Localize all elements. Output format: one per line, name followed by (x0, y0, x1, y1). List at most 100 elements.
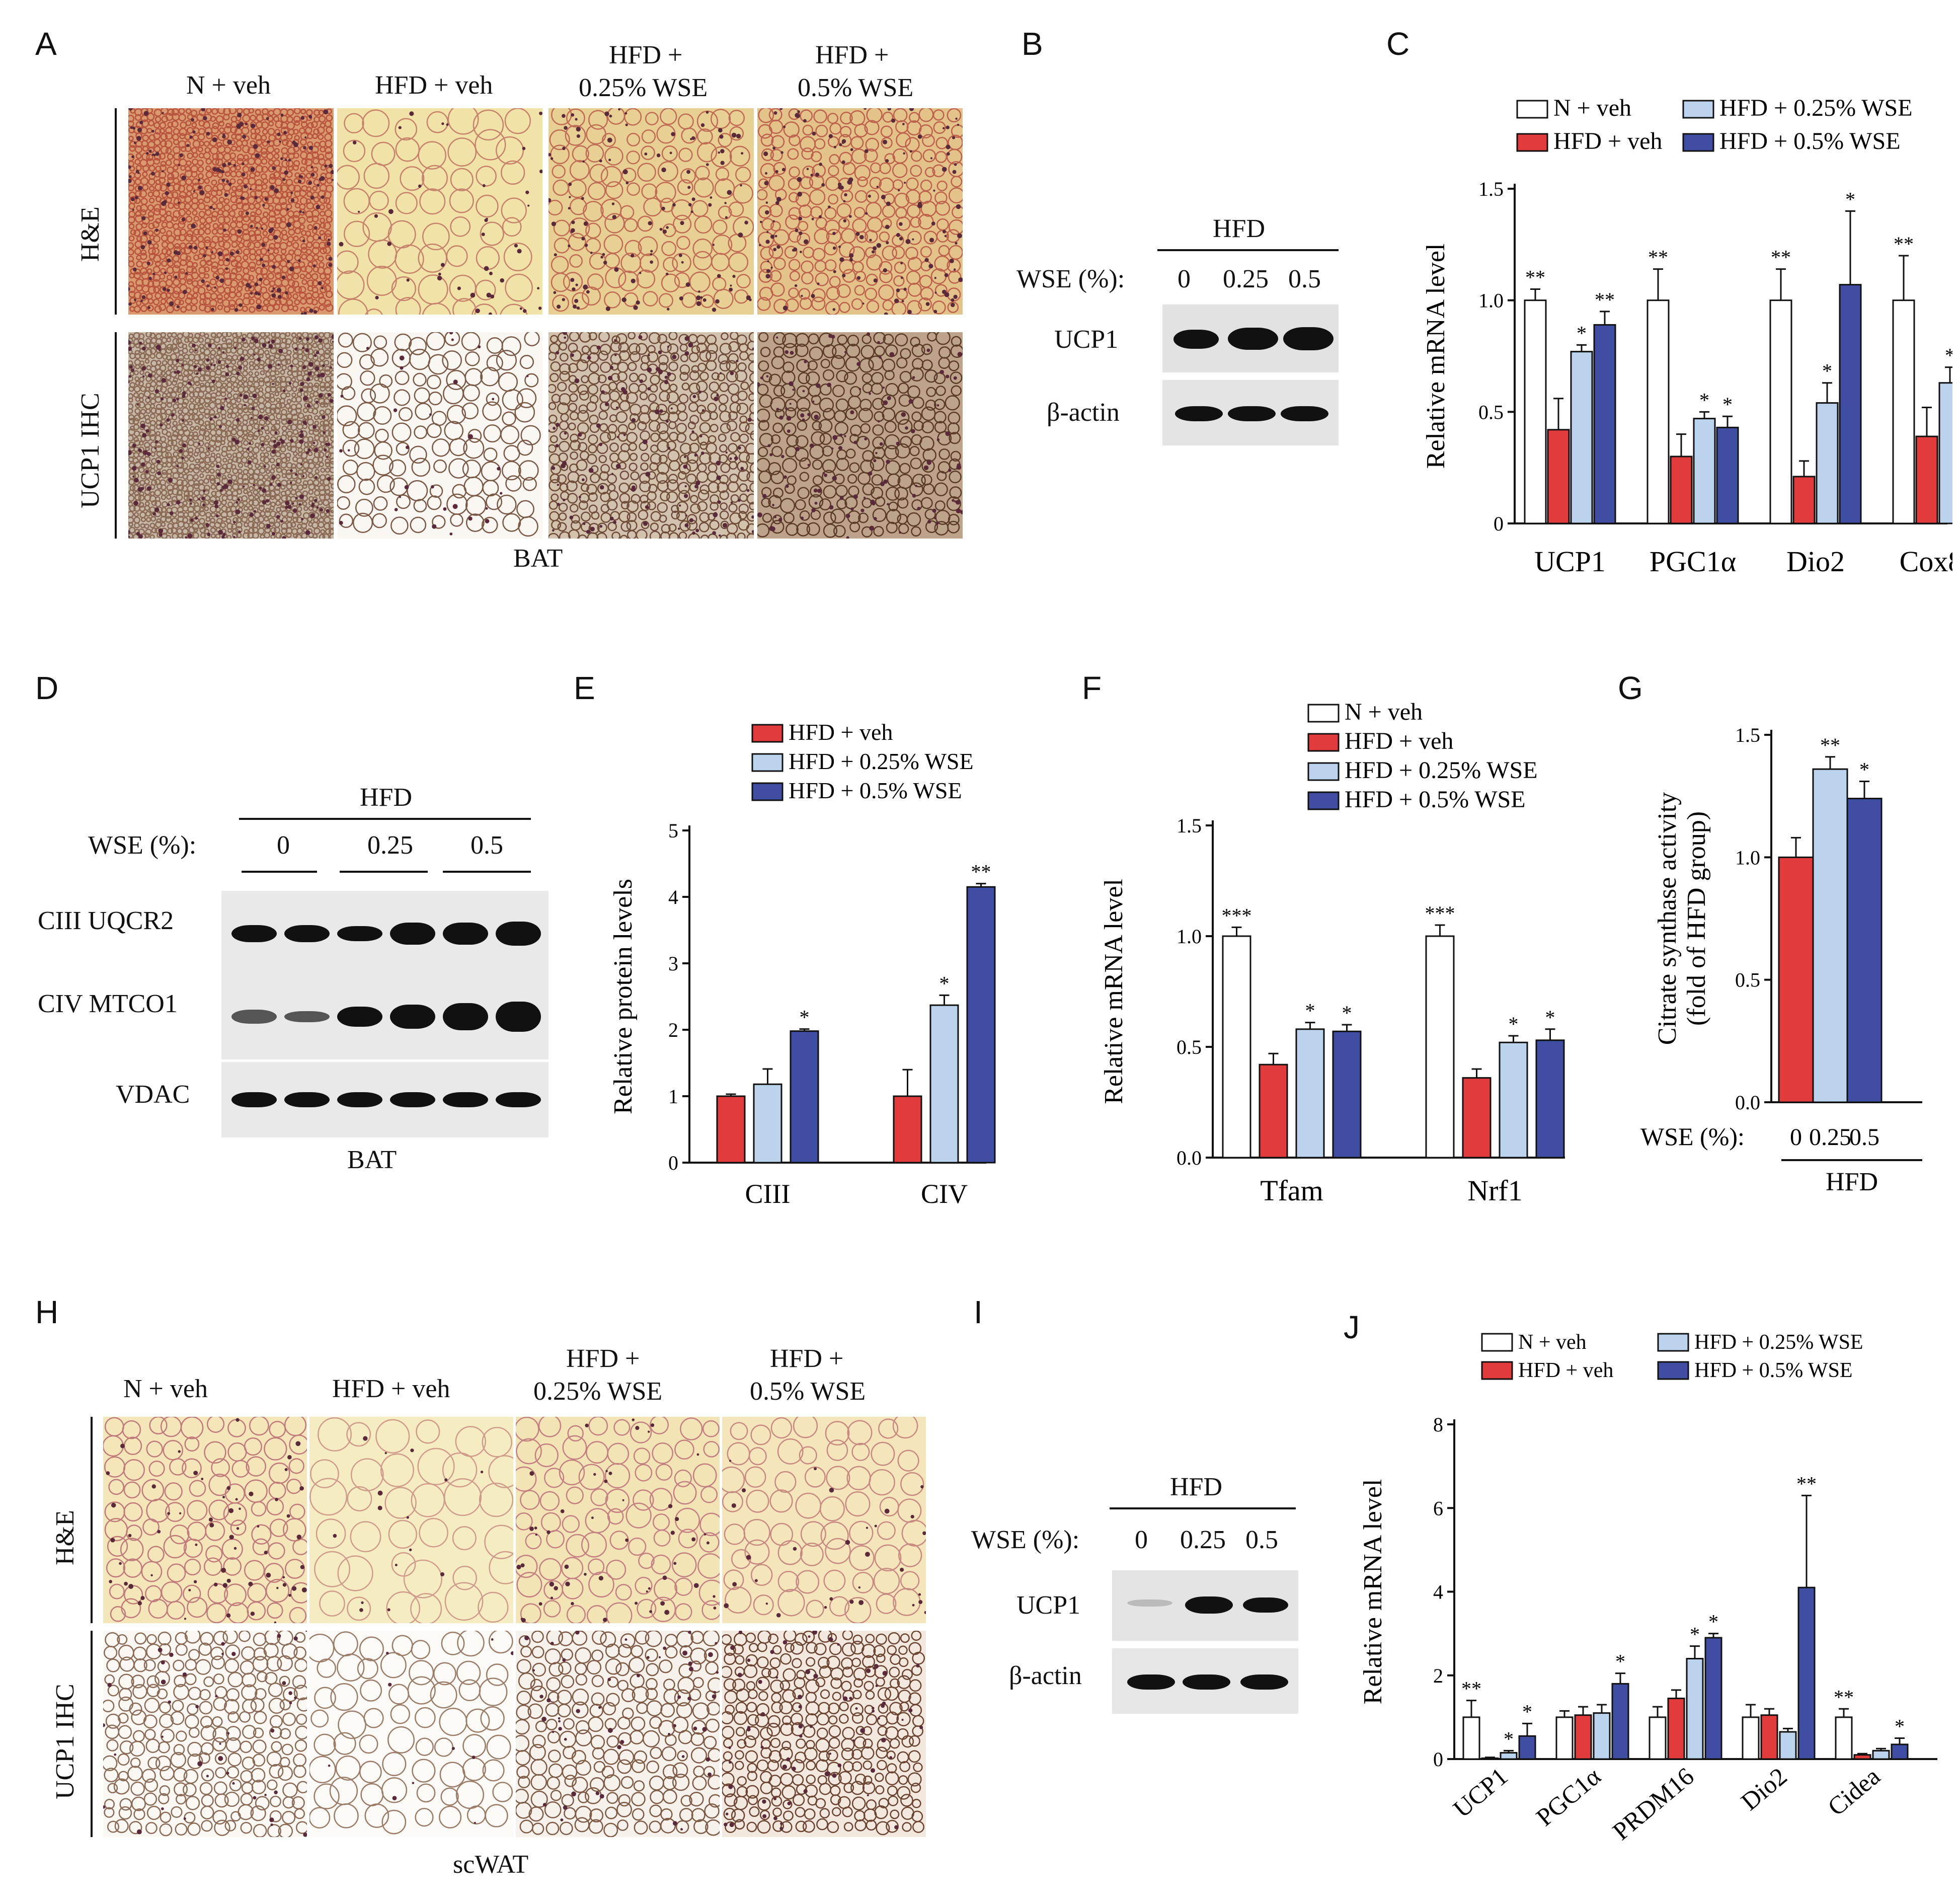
blot-i-wse-label: WSE (%): (971, 1526, 1080, 1554)
blot-b-hfd: HFD (1213, 214, 1266, 243)
y-tick-label: 0.5 (1478, 401, 1504, 423)
bar (753, 1083, 782, 1164)
legend-swatch (1481, 1333, 1513, 1352)
significance-mark: ** (1834, 1686, 1854, 1708)
significance-mark: * (1615, 1650, 1625, 1673)
significance-mark: * (939, 972, 950, 995)
bar (790, 1030, 819, 1164)
bar (1938, 382, 1952, 524)
panel-label-a: A (35, 26, 57, 62)
y-tick-label: 0 (1494, 512, 1504, 535)
y-axis-label: Relative mRNA level (1359, 1479, 1387, 1705)
panel-label-g: G (1618, 670, 1643, 706)
panel-label-b: B (1022, 26, 1043, 62)
bar (1481, 1757, 1499, 1760)
blot-b-dose-0: 0 (1178, 265, 1191, 293)
legend-swatch (1657, 1361, 1689, 1380)
ihc-micrograph (757, 332, 963, 539)
bar (1693, 418, 1716, 524)
significance-mark: * (1690, 1623, 1700, 1646)
blot-d-row-vdac: VDAC (116, 1080, 190, 1109)
x-tick-label: PGC1α (1650, 545, 1736, 578)
bar (1667, 1697, 1685, 1760)
y-tick-label: 3 (668, 952, 678, 975)
significance-mark: * (1342, 1002, 1352, 1024)
x-tick-label: UCP1 (1534, 545, 1606, 578)
legend-label: HFD + veh (1345, 728, 1453, 754)
group-label-hfd-05-line1: HFD + (815, 41, 889, 69)
significance-mark: ** (1525, 266, 1545, 289)
legend-label: HFD + veh (1518, 1359, 1613, 1382)
significance-mark: * (1895, 1715, 1905, 1737)
significance-mark: ** (1461, 1678, 1481, 1700)
group-label-hfd-025-line2: 0.25% WSE (533, 1377, 663, 1406)
bar (1872, 1749, 1890, 1760)
significance-mark: ** (1796, 1472, 1817, 1495)
bar (966, 886, 996, 1164)
he-micrograph (722, 1417, 926, 1623)
bar (1892, 299, 1915, 524)
bar (1332, 1030, 1362, 1159)
panel-label-h: H (35, 1294, 59, 1330)
y-tick-label: 4 (668, 886, 678, 908)
stain-divider (115, 332, 117, 539)
legend-label: HFD + 0.5% WSE (1694, 1359, 1853, 1382)
ihc-micrograph (337, 332, 542, 539)
bar (1462, 1716, 1480, 1760)
group-label-hfd-05-line2: 0.5% WSE (798, 73, 914, 102)
significance-mark: * (1509, 1013, 1519, 1035)
blot-d-row-ciii: CIII UQCR2 (38, 906, 174, 935)
y-tick-label: 2 (1433, 1664, 1443, 1687)
panel-label-c: C (1386, 26, 1410, 62)
group-label-hfd-05-line2: 0.5% WSE (750, 1377, 866, 1406)
blot-d-hfd-line (239, 818, 531, 820)
blot-b-wse-label: WSE (%): (1016, 265, 1125, 293)
significance-mark: * (1722, 393, 1733, 416)
y-tick-label: 1.0 (1177, 925, 1202, 948)
stain-label-he: H&E (76, 206, 105, 262)
y-tick-label: 0.5 (1177, 1036, 1202, 1058)
y-axis-label: Relative mRNA level (1422, 244, 1450, 469)
blot-i-dose-025: 0.25 (1180, 1526, 1226, 1554)
blot-b-row-actin: β-actin (1047, 398, 1120, 427)
blot-d-dose-0: 0 (277, 831, 290, 860)
y-tick-label: 1 (668, 1085, 678, 1108)
legend-label: HFD + veh (1553, 128, 1662, 155)
blot-i-row-actin: β-actin (1009, 1661, 1082, 1690)
bar (1742, 1716, 1760, 1760)
ihc-micrograph (128, 332, 334, 539)
chart-g: 0.0 0.5 1.0 1.5 Citrate synthase activity (fo… (1640, 724, 1922, 1196)
legend-label: HFD + 0.25% WSE (1345, 757, 1538, 784)
bar (1891, 1743, 1909, 1760)
he-micrograph (128, 108, 334, 315)
bar (1816, 402, 1839, 524)
stain-divider (91, 1417, 93, 1623)
legend-label: HFD + 0.5% WSE (1719, 128, 1901, 155)
bar (1499, 1041, 1528, 1159)
group-label-hfd-025-line2: 0.25% WSE (579, 73, 708, 102)
y-tick-label: 6 (1433, 1497, 1443, 1519)
bar (1839, 284, 1862, 524)
bar (1222, 935, 1251, 1159)
significance-mark: ** (971, 861, 991, 883)
bar (1535, 1039, 1565, 1159)
significance-mark: * (1945, 344, 1952, 367)
bar (1555, 1716, 1574, 1760)
y-tick-label: 0.5 (1735, 969, 1760, 992)
significance-mark: * (1545, 1006, 1555, 1029)
group-label-hfd-025-line1: HFD + (566, 1344, 640, 1373)
x-tick-label: Cidea (1822, 1762, 1885, 1821)
blot-d-hfd: HFD (360, 783, 413, 812)
y-tick-label: 4 (1433, 1581, 1443, 1604)
panel-label-i: I (974, 1294, 983, 1330)
panel-label-f: F (1082, 670, 1102, 706)
y-tick-label: 1.0 (1478, 289, 1504, 312)
bar (716, 1095, 746, 1164)
legend-label: HFD + 0.5% WSE (789, 778, 962, 803)
group-label-hfd-025-line1: HFD + (609, 41, 683, 69)
x-tick-label: CIII (745, 1179, 791, 1209)
x-tick-label: Nrf1 (1467, 1174, 1523, 1207)
legend-swatch (1307, 762, 1340, 781)
